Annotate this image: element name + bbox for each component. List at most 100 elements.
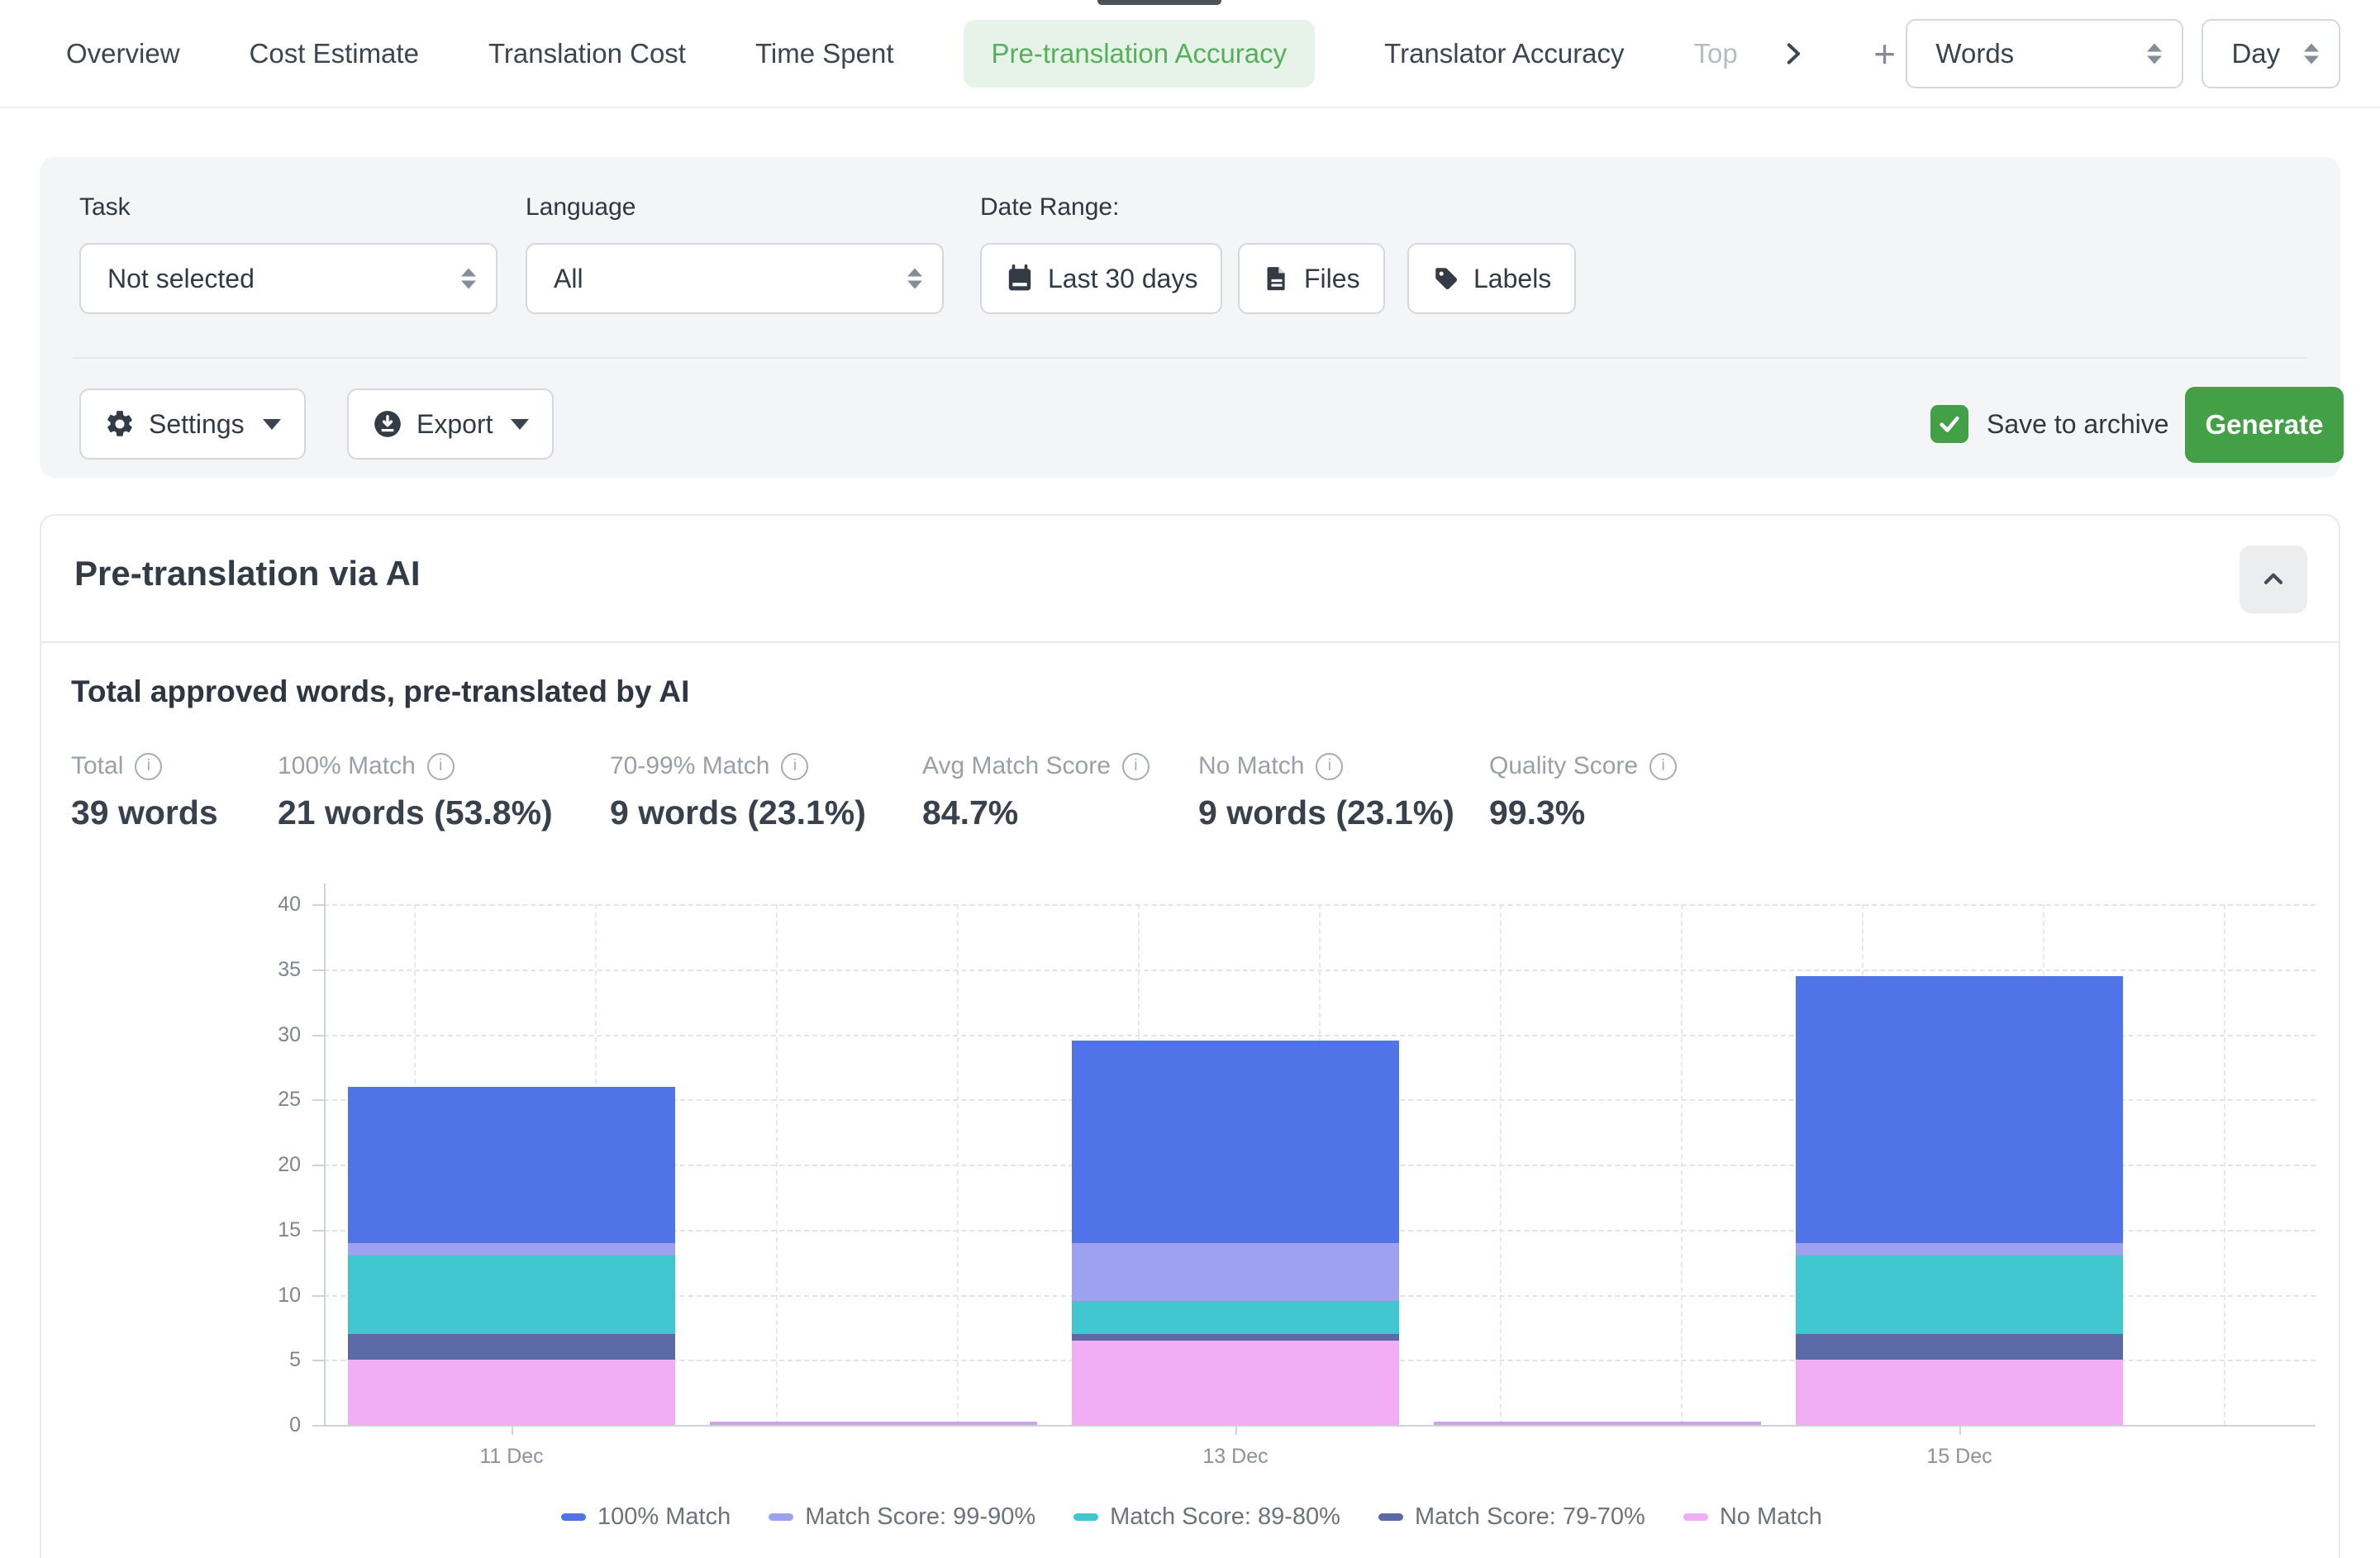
y-tick (312, 1034, 324, 1036)
bar-segment-100-match-11-dec[interactable] (348, 1086, 675, 1243)
stat-label: 100% Match i (278, 752, 553, 780)
spinner-icon (2304, 43, 2319, 64)
stat-value: 9 words (23.1%) (1198, 793, 1454, 831)
x-axis-line (324, 1425, 2316, 1427)
legend: 100% Match Match Score: 99-90% Match Score… (41, 1503, 2339, 1531)
info-icon[interactable]: i (426, 752, 455, 780)
save-archive-checkbox-group[interactable]: Save to archive (1930, 405, 2169, 443)
tab-overview[interactable]: Overview (66, 38, 180, 69)
stat-label-text: 100% Match (278, 752, 416, 779)
bar-segment-match-score-79-70-13-dec[interactable] (1072, 1333, 1399, 1341)
stat-value: 84.7% (922, 793, 1019, 831)
bar-segment-no-match-13-dec[interactable] (1072, 1340, 1399, 1425)
bar-segment-100-match-13-dec[interactable] (1072, 1041, 1399, 1243)
stat-total: Total i 39 words (71, 752, 218, 832)
legend-item-match-score-89-80[interactable]: Match Score: 89-80% (1073, 1503, 1340, 1531)
tab-top[interactable]: Top (1693, 38, 1738, 69)
legend-marker (561, 1513, 587, 1521)
bar-segment-match-score-89-80-11-dec[interactable] (348, 1255, 675, 1334)
stat-avg-match-score: Avg Match Score i 84.7% (922, 752, 1150, 832)
files-button[interactable]: Files (1238, 243, 1385, 314)
info-icon[interactable]: i (135, 752, 163, 780)
section-title: Total approved words, pre-translated by … (71, 674, 690, 708)
stat-100-match: 100% Match i 21 words (53.8%) (278, 752, 553, 832)
x-axis-label: 15 Dec (1926, 1445, 1992, 1468)
caret-down-icon (511, 418, 530, 430)
checkmark-icon (1940, 416, 1959, 432)
bar-segment-no-match-15-dec[interactable] (1796, 1360, 2123, 1425)
gridline-x (957, 904, 959, 1425)
tab-bar: Overview Cost Estimate Translation Cost Tim… (0, 0, 2380, 107)
legend-label: No Match (1719, 1503, 1822, 1530)
stat-quality-score: Quality Score i 99.3% (1489, 752, 1678, 832)
labels-button-label: Labels (1473, 263, 1552, 293)
legend-marker (1073, 1513, 1099, 1521)
unit-select[interactable]: Words (1906, 19, 2184, 88)
info-icon[interactable]: i (1121, 752, 1150, 780)
settings-button[interactable]: Settings (79, 388, 306, 460)
export-button[interactable]: Export (347, 388, 555, 460)
stat-label: Total i (71, 752, 218, 780)
y-tick (312, 1099, 324, 1102)
bar-segment-match-score-89-80-13-dec[interactable] (1072, 1301, 1399, 1334)
bar-segment-100-match-15-dec[interactable] (1796, 975, 2123, 1243)
legend-marker (769, 1513, 794, 1521)
legend-item-100-match[interactable]: 100% Match (561, 1503, 731, 1531)
y-tick (312, 1229, 324, 1232)
info-icon[interactable]: i (1649, 752, 1678, 780)
info-icon[interactable]: i (781, 752, 809, 780)
bar-segment-match-score-79-70-15-dec[interactable] (1796, 1333, 2123, 1360)
bar-zero-12-dec[interactable] (710, 1422, 1037, 1425)
bar-segment-match-score-99-90-15-dec[interactable] (1796, 1242, 2123, 1256)
bar-zero-14-dec[interactable] (1434, 1422, 1761, 1425)
bar-segment-no-match-11-dec[interactable] (348, 1360, 675, 1425)
x-axis-label: 11 Dec (479, 1445, 544, 1468)
gridline-x (2224, 904, 2225, 1425)
tab-cost-estimate[interactable]: Cost Estimate (249, 38, 419, 69)
generate-button[interactable]: Generate (2185, 387, 2344, 463)
date-range-button[interactable]: Last 30 days (980, 243, 1223, 314)
tab-pre-translation-accuracy[interactable]: Pre-translation Accuracy (963, 20, 1316, 88)
legend-item-match-score-79-70[interactable]: Match Score: 79-70% (1378, 1503, 1645, 1531)
y-tick (312, 1165, 324, 1166)
tab-translator-accuracy[interactable]: Translator Accuracy (1384, 38, 1625, 69)
stat-label-text: Total (71, 752, 124, 779)
y-axis-line (324, 884, 326, 1425)
collapse-section-button[interactable] (2240, 546, 2307, 613)
legend-label: Match Score: 99-90% (805, 1503, 1036, 1530)
y-tick (312, 1294, 324, 1297)
filter-divider (73, 357, 2307, 359)
labels-button[interactable]: Labels (1407, 243, 1577, 314)
tab-scroll-right-button[interactable] (1771, 31, 1814, 77)
bar-segment-match-score-99-90-11-dec[interactable] (348, 1242, 675, 1256)
chevron-up-icon (2263, 573, 2283, 584)
legend-item-no-match[interactable]: No Match (1683, 1503, 1822, 1531)
gear-icon (107, 411, 132, 436)
stat-value: 39 words (71, 793, 218, 831)
tag-icon (1435, 268, 1458, 290)
y-axis-label: 10 (278, 1283, 301, 1307)
legend-item-match-score-99-90[interactable]: Match Score: 99-90% (769, 1503, 1035, 1531)
chevron-right-icon (1787, 43, 1800, 64)
language-select-value: All (554, 263, 583, 293)
x-tick (1235, 1425, 1237, 1435)
calendar-icon (1008, 264, 1031, 291)
bar-segment-match-score-99-90-13-dec[interactable] (1072, 1242, 1399, 1302)
y-axis-label: 30 (278, 1022, 301, 1046)
y-axis-label: 25 (278, 1088, 301, 1112)
tab-time-spent[interactable]: Time Spent (754, 38, 894, 69)
tabbar-tabs: Overview Cost Estimate Translation Cost Tim… (66, 20, 1738, 88)
tab-translation-cost[interactable]: Translation Cost (488, 38, 686, 69)
task-select[interactable]: Not selected (79, 243, 497, 314)
filter-panel: Task Not selected Language All Date Rang… (40, 157, 2344, 478)
stat-value: 9 words (23.1%) (610, 793, 866, 831)
stat-label: 70-99% Match i (610, 752, 866, 780)
bar-segment-match-score-89-80-15-dec[interactable] (1796, 1255, 2123, 1334)
tabbar-divider (0, 107, 2380, 108)
language-select[interactable]: All (526, 243, 944, 314)
info-icon[interactable]: i (1316, 752, 1344, 780)
save-archive-checkbox[interactable] (1930, 405, 1968, 443)
period-select[interactable]: Day (2202, 19, 2340, 88)
add-report-tab-button[interactable]: + (1864, 31, 1906, 77)
bar-segment-match-score-79-70-11-dec[interactable] (348, 1333, 675, 1360)
